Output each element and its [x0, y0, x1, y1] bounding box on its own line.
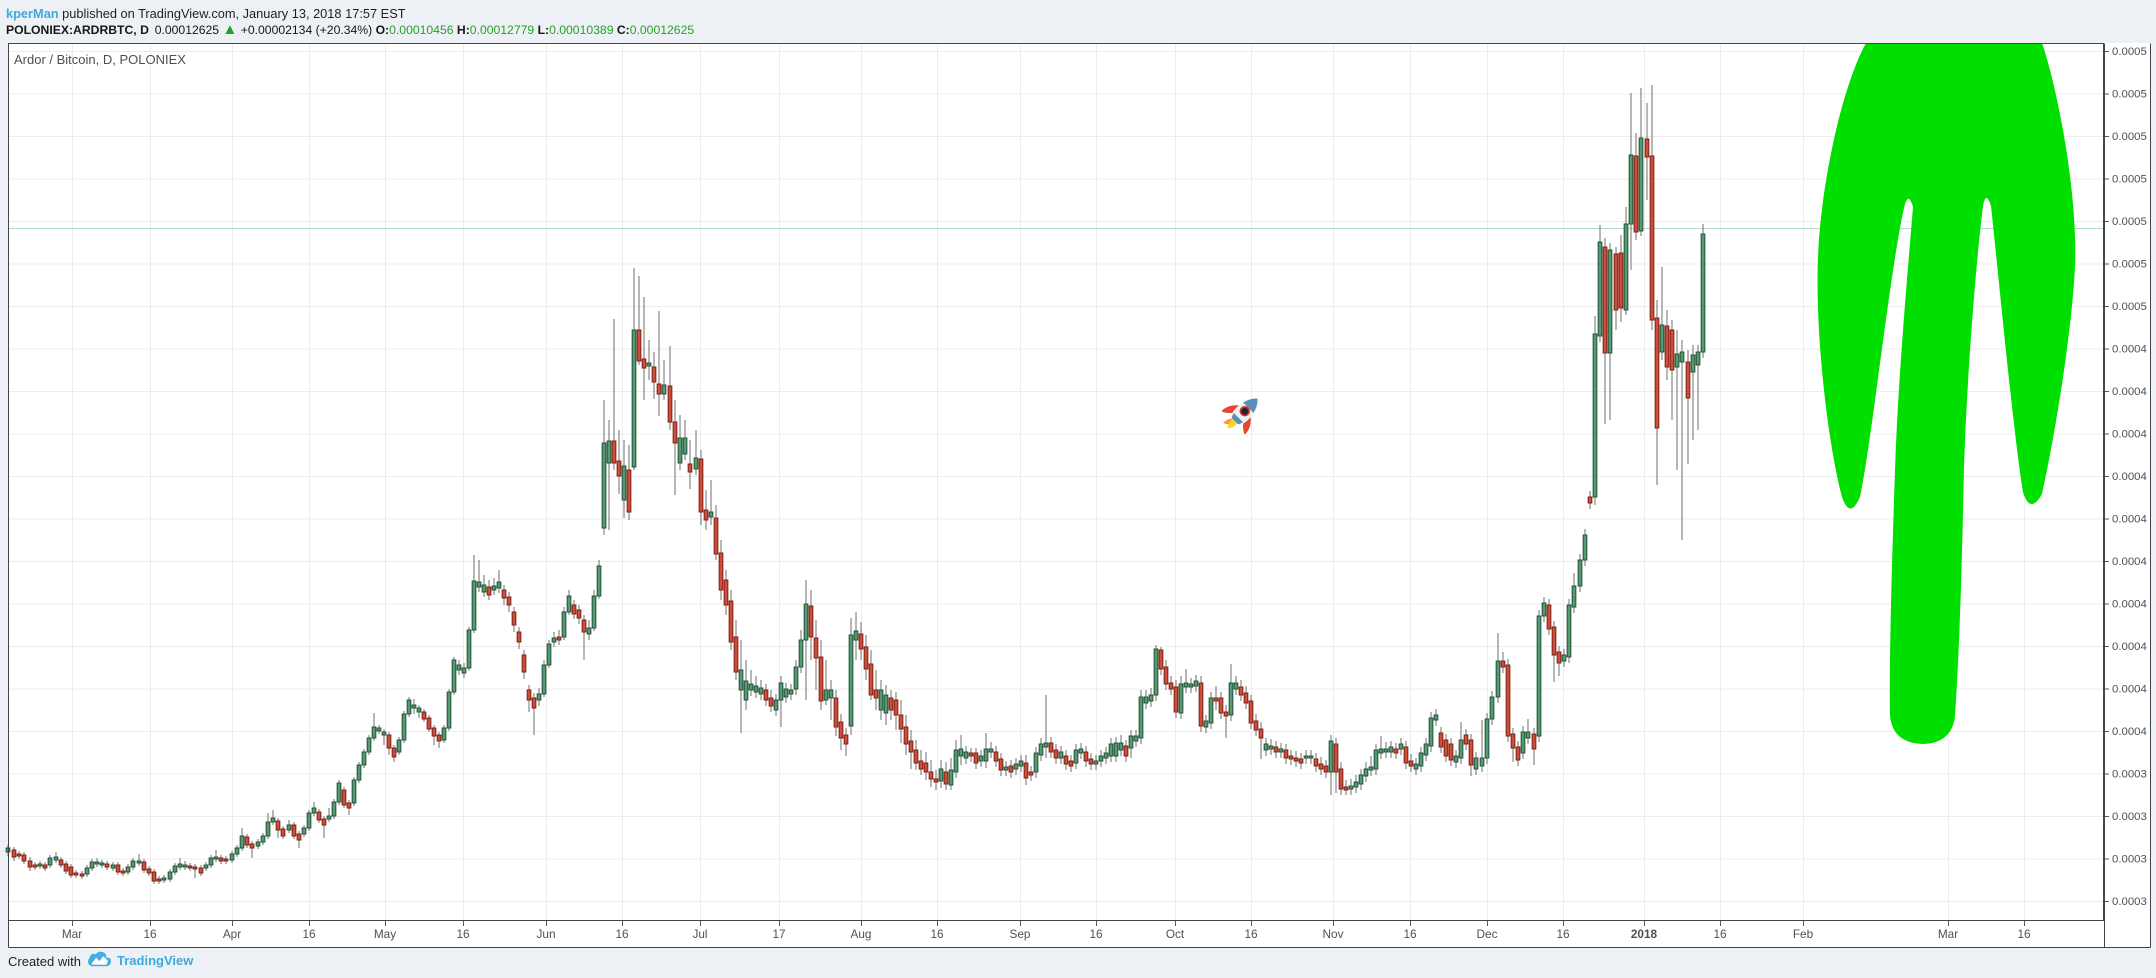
- svg-text:16: 16: [1403, 927, 1417, 941]
- svg-text:16: 16: [302, 927, 316, 941]
- svg-text:Mar: Mar: [1938, 927, 1958, 941]
- svg-text:Ardor / Bitcoin, D, POLONIEX: Ardor / Bitcoin, D, POLONIEX: [14, 52, 186, 67]
- svg-text:0.0005: 0.0005: [2112, 216, 2147, 228]
- svg-text:May: May: [374, 927, 396, 941]
- svg-text:Aug: Aug: [851, 927, 872, 941]
- svg-text:Nov: Nov: [1323, 927, 1344, 941]
- svg-text:0.0005: 0.0005: [2112, 301, 2147, 313]
- svg-text:16: 16: [1244, 927, 1258, 941]
- svg-text:0.0004: 0.0004: [2112, 641, 2147, 653]
- svg-text:16: 16: [1556, 927, 1570, 941]
- svg-text:16: 16: [1089, 927, 1103, 941]
- svg-text:0.0004: 0.0004: [2112, 556, 2147, 568]
- svg-text:0.0005: 0.0005: [2112, 131, 2147, 143]
- svg-text:Oct: Oct: [1166, 927, 1185, 941]
- svg-text:16: 16: [2017, 927, 2031, 941]
- svg-text:0.0004: 0.0004: [2112, 726, 2147, 738]
- svg-text:16: 16: [615, 927, 629, 941]
- svg-text:Apr: Apr: [223, 927, 241, 941]
- svg-text:Sep: Sep: [1010, 927, 1031, 941]
- svg-text:Jul: Jul: [692, 927, 707, 941]
- svg-text:16: 16: [143, 927, 157, 941]
- svg-text:16: 16: [456, 927, 470, 941]
- svg-text:Mar: Mar: [62, 927, 82, 941]
- svg-text:Feb: Feb: [1793, 927, 1814, 941]
- svg-text:0.0004: 0.0004: [2112, 599, 2147, 611]
- svg-text:0.0004: 0.0004: [2112, 684, 2147, 696]
- svg-text:0.0003: 0.0003: [2112, 811, 2147, 823]
- svg-text:0.0003: 0.0003: [2112, 896, 2147, 908]
- svg-text:0.0005: 0.0005: [2112, 174, 2147, 186]
- svg-text:2018: 2018: [1631, 927, 1658, 941]
- svg-text:0.0004: 0.0004: [2112, 471, 2147, 483]
- svg-text:17: 17: [772, 927, 785, 941]
- svg-text:0.0003: 0.0003: [2112, 769, 2147, 781]
- svg-text:0.0005: 0.0005: [2112, 89, 2147, 101]
- svg-text:16: 16: [1713, 927, 1727, 941]
- svg-text:16: 16: [930, 927, 944, 941]
- svg-text:0.0004: 0.0004: [2112, 386, 2147, 398]
- svg-text:Dec: Dec: [1477, 927, 1498, 941]
- svg-text:0.0005: 0.0005: [2112, 259, 2147, 271]
- svg-text:0.0004: 0.0004: [2112, 514, 2147, 526]
- svg-text:0.0003: 0.0003: [2112, 854, 2147, 866]
- svg-text:Jun: Jun: [536, 927, 555, 941]
- svg-text:0.0004: 0.0004: [2112, 429, 2147, 441]
- svg-text:0.0005: 0.0005: [2112, 46, 2147, 58]
- svg-text:0.0004: 0.0004: [2112, 344, 2147, 356]
